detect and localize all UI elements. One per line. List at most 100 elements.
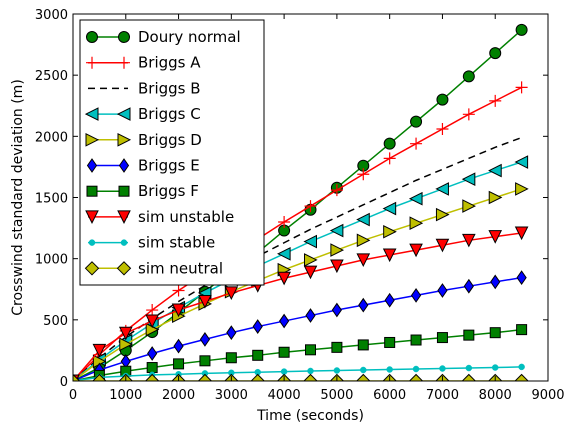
data-point-briggs-f: [384, 336, 396, 348]
data-point-doury-normal: [462, 70, 475, 83]
data-point-briggs-f: [278, 346, 290, 358]
legend-label: sim stable: [138, 234, 215, 252]
x-tick-label: 1000: [109, 388, 142, 403]
legend-marker: [84, 107, 99, 121]
data-point-briggs-a: [410, 137, 423, 150]
legend-marker: [88, 239, 96, 246]
legend-marker: [86, 185, 98, 197]
legend-item-briggs-e: Briggs E: [86, 157, 200, 175]
y-tick-label: 2000: [35, 130, 68, 145]
x-tick-label: 3000: [215, 388, 248, 403]
data-point-briggs-a: [357, 168, 370, 181]
data-point-briggs-e: [410, 287, 422, 303]
data-point-briggs-d: [304, 253, 318, 267]
data-point-sim-neutral: [144, 373, 160, 381]
data-point-briggs-d: [330, 243, 345, 257]
data-point-sim-unstable: [435, 238, 450, 253]
legend-label: Briggs E: [138, 157, 200, 175]
data-point-briggs-d: [409, 216, 424, 230]
series-briggs-e: [73, 270, 527, 381]
series-sim-unstable: [73, 226, 529, 381]
data-point-briggs-d: [356, 233, 371, 248]
data-point-briggs-f: [489, 327, 501, 339]
legend-label: Briggs C: [138, 105, 201, 123]
legend-label: Briggs A: [138, 54, 201, 72]
data-point-sim-stable: [518, 363, 525, 371]
legend-marker: [86, 31, 98, 43]
data-point-sim-unstable: [356, 253, 371, 268]
data-point-sim-neutral: [197, 373, 213, 381]
legend-marker: [116, 107, 131, 121]
x-tick-label: 2000: [162, 388, 195, 403]
legend-marker: [86, 158, 98, 173]
data-point-briggs-c: [276, 246, 291, 261]
data-point-briggs-d: [119, 337, 133, 352]
data-point-briggs-e: [252, 319, 263, 334]
data-point-sim-unstable: [224, 286, 239, 301]
legend-item-sim-unstable: sim unstable: [85, 208, 234, 226]
data-point-briggs-e: [226, 325, 237, 341]
x-tick-label: 6000: [373, 388, 406, 403]
data-point-sim-unstable: [462, 233, 476, 248]
data-point-briggs-a: [515, 81, 528, 94]
data-point-briggs-f: [463, 329, 475, 341]
data-point-briggs-f: [516, 324, 528, 336]
x-tick-label: 5000: [320, 388, 353, 403]
data-point-sim-unstable: [409, 243, 423, 258]
legend-label: Briggs D: [138, 131, 202, 149]
data-point-briggs-c: [488, 163, 502, 178]
legend-marker: [117, 210, 131, 225]
data-point-briggs-e: [279, 313, 290, 329]
data-point-briggs-a: [330, 184, 343, 197]
data-point-sim-stable: [465, 364, 473, 372]
data-point-sim-neutral: [303, 373, 318, 381]
x-tick-label: 9000: [531, 388, 564, 403]
data-point-sim-unstable: [118, 326, 133, 341]
y-axis-label: Crosswind standard deviation (m): [10, 79, 26, 316]
data-point-sim-unstable: [198, 294, 212, 309]
data-point-briggs-f: [436, 332, 448, 344]
data-point-sim-unstable: [171, 303, 186, 318]
series-layer: [73, 23, 529, 381]
legend-marker: [85, 210, 99, 225]
series-briggs-b: [73, 136, 522, 381]
data-point-sim-unstable: [145, 314, 159, 329]
legend-marker: [118, 56, 130, 69]
data-point-briggs-d: [488, 190, 503, 205]
legend-marker: [118, 158, 130, 173]
data-point-briggs-a: [489, 94, 502, 107]
ticks-layer: 0 1000 2000 3000 4000 5000 6000 7000 8000 9000 0 50…: [35, 8, 565, 403]
legend-item-briggs-d: Briggs D: [85, 131, 202, 149]
legend-item-doury-normal: Doury normal: [86, 28, 241, 46]
data-point-sim-stable: [280, 368, 288, 375]
data-point-sim-unstable: [277, 271, 291, 286]
data-point-briggs-d: [515, 182, 529, 196]
y-tick-label: 2500: [35, 69, 68, 84]
data-point-briggs-f: [357, 339, 369, 351]
data-point-briggs-e: [437, 283, 448, 298]
data-point-briggs-e: [331, 302, 342, 318]
series-line-briggs-a: [73, 86, 522, 381]
data-point-briggs-e: [516, 270, 527, 286]
x-axis-label: Time (seconds): [256, 408, 364, 424]
legend-marker: [118, 185, 130, 197]
legend-marker: [86, 56, 98, 69]
data-point-sim-neutral: [73, 373, 81, 381]
data-point-sim-stable: [491, 364, 499, 371]
data-point-briggs-a: [146, 304, 159, 317]
x-tick-label: 4000: [268, 388, 301, 403]
legend-label: Briggs F: [138, 182, 199, 200]
data-point-briggs-d: [383, 224, 397, 239]
data-point-sim-neutral: [250, 373, 265, 381]
data-point-doury-normal: [489, 47, 502, 60]
data-point-briggs-c: [382, 201, 397, 216]
data-point-briggs-f: [146, 362, 158, 374]
data-point-sim-neutral: [408, 373, 424, 381]
data-point-briggs-f: [410, 334, 422, 346]
y-tick-label: 1000: [35, 253, 68, 268]
data-point-sim-unstable: [303, 265, 318, 280]
data-point-sim-unstable: [382, 248, 397, 263]
data-point-briggs-c: [435, 182, 449, 196]
data-point-briggs-e: [305, 308, 316, 323]
legend-item-sim-neutral: sim neutral: [84, 259, 223, 277]
